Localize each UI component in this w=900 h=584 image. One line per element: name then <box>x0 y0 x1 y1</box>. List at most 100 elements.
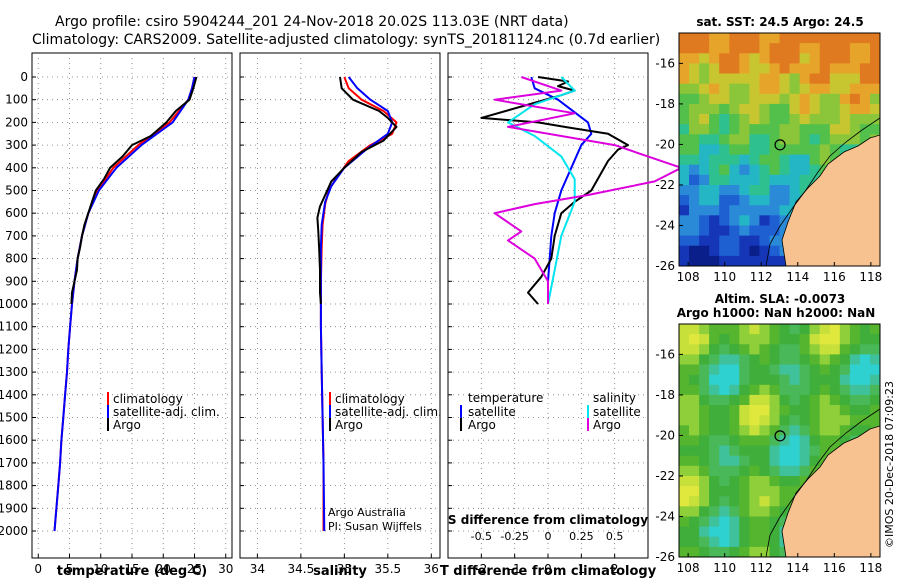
sst-cell <box>719 63 730 74</box>
sla-cell <box>699 324 710 335</box>
sst-cell <box>849 114 861 125</box>
sst-cell <box>769 124 781 135</box>
sla-cell <box>709 334 720 345</box>
sla-cell <box>799 344 811 355</box>
sla-cell <box>739 334 750 345</box>
sla-argo-location-marker <box>774 430 786 442</box>
sst-cell <box>739 235 750 247</box>
sst-cell <box>679 124 690 135</box>
sla-cell <box>739 546 750 557</box>
map-y-tick-label: -16 <box>655 56 675 70</box>
sla-cell <box>829 334 841 345</box>
sst-cell <box>809 154 821 166</box>
sst-cell <box>849 73 861 85</box>
sst-cell <box>679 235 690 247</box>
sst-cell <box>799 134 811 145</box>
sst-cell <box>829 73 841 85</box>
sst-cell <box>699 205 710 216</box>
sla-cell <box>849 324 861 335</box>
sla-cell <box>719 465 730 477</box>
sst-cell <box>739 53 750 64</box>
sla-cell <box>749 364 760 376</box>
sst-cell <box>870 63 880 74</box>
sla-cell <box>699 506 710 517</box>
sst-cell <box>809 93 821 105</box>
sst-cell <box>859 114 871 125</box>
legend-label-t-satellite: satellite <box>468 405 516 419</box>
sla-cell <box>759 435 770 446</box>
sla-cell <box>719 455 730 467</box>
sla-cell <box>679 465 690 477</box>
sla-cell <box>729 324 740 335</box>
sst-cell <box>739 33 750 44</box>
sla-cell <box>839 344 851 355</box>
sla-cell <box>699 516 710 528</box>
s-difference-tick-label: 0.25 <box>569 530 594 543</box>
sla-cell <box>769 526 781 538</box>
sla-cell <box>789 344 801 355</box>
sla-cell <box>689 344 700 355</box>
sla-cell <box>870 374 880 386</box>
sla-cell <box>769 425 781 436</box>
sla-cell <box>699 465 710 477</box>
sst-cell <box>779 33 791 44</box>
map-y-tick-label: -18 <box>655 388 675 402</box>
sst-cell <box>689 235 700 247</box>
sst-cell <box>799 33 811 44</box>
sla-cell <box>719 496 730 507</box>
sla-cell <box>749 506 760 517</box>
sst-cell <box>729 43 740 54</box>
map-y-tick-label: -24 <box>655 509 675 523</box>
sla-cell <box>729 455 740 467</box>
sst-cell <box>859 73 871 85</box>
sla-cell <box>719 415 730 426</box>
sla-cell <box>809 344 821 355</box>
sla-cell <box>679 445 690 457</box>
sla-cell <box>719 425 730 436</box>
sst-cell <box>719 164 730 176</box>
sla-cell <box>819 324 831 335</box>
sla-cell <box>759 546 770 557</box>
sst-cell <box>809 164 821 176</box>
sst-cell <box>759 195 770 206</box>
sst-cell <box>749 43 760 54</box>
sla-cell <box>809 405 821 416</box>
sla-cell <box>849 425 861 436</box>
sla-cell <box>799 415 811 426</box>
sla-cell <box>779 496 791 507</box>
sst-cell <box>699 83 710 95</box>
sst-cell <box>699 114 710 125</box>
sst-cell <box>799 103 811 115</box>
sst-cell <box>689 103 700 115</box>
sla-cell <box>709 516 720 528</box>
sla-cell <box>759 486 770 497</box>
sla-cell <box>749 334 760 345</box>
sla-cell <box>769 394 781 406</box>
depth-tick-label: 1600 <box>0 433 28 447</box>
sla-cell <box>719 324 730 335</box>
sla-cell <box>729 476 740 487</box>
sst-cell <box>739 205 750 216</box>
sst-cell <box>809 53 821 64</box>
sst-cell <box>759 255 770 266</box>
sst-cell <box>719 73 730 85</box>
sla-cell <box>849 384 861 396</box>
sst-cell <box>870 53 880 64</box>
sla-cell <box>789 415 801 426</box>
sla-cell <box>679 546 690 557</box>
sst-cell <box>819 154 831 166</box>
sst-cell <box>739 174 750 186</box>
depth-tick-label: 400 <box>5 161 28 175</box>
legend-label-satellite: satellite-adj. clim. <box>113 405 220 419</box>
sst-cell <box>769 255 781 266</box>
sst-cell <box>839 73 851 85</box>
sst-cell <box>749 103 760 115</box>
sla-cell <box>719 526 730 538</box>
sst-cell <box>729 63 740 74</box>
sst-cell <box>709 154 720 166</box>
sla-cell <box>859 394 871 406</box>
sst-cell <box>759 134 770 145</box>
sst-map-axes: 108 110 112 114 116 118 -16 -18 -20 -22 -24 -26 <box>655 56 882 284</box>
sla-cell <box>789 445 801 457</box>
